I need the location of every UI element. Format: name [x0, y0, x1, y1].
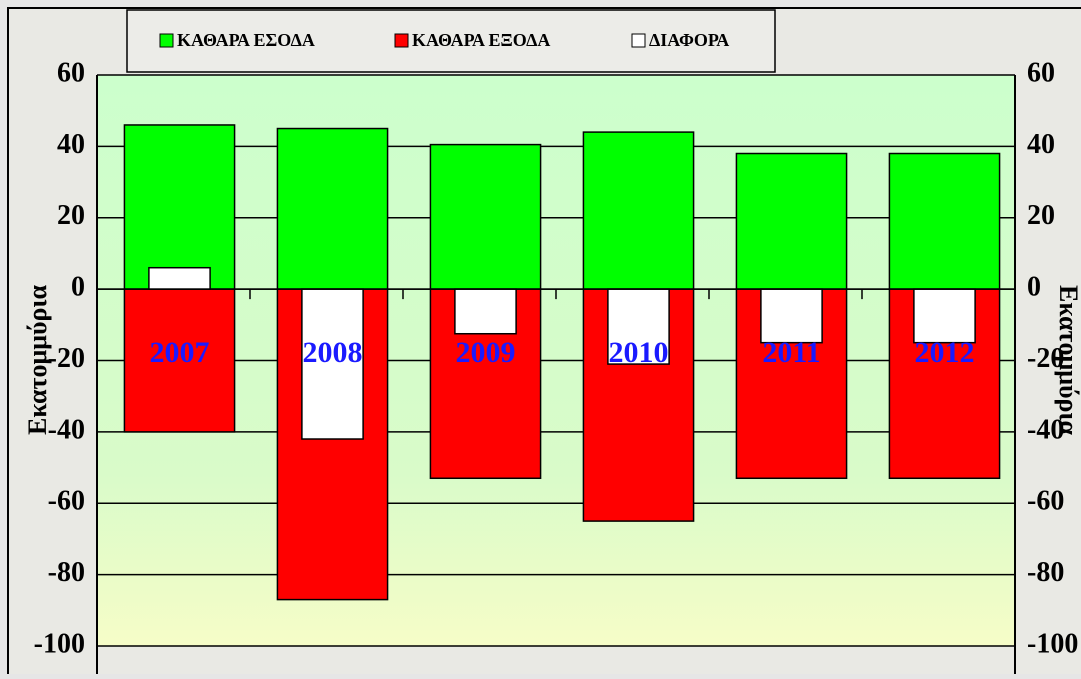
y-tick-label-right: 60 — [1027, 57, 1055, 88]
y-tick-label: -20 — [48, 343, 85, 374]
y-axis-label: Εκατομμύρια — [23, 285, 52, 435]
y-tick-label-right: -100 — [1027, 628, 1078, 659]
legend-swatch — [631, 33, 646, 48]
legend-label: ΚΑΘΑΡΑ ΕΞΟΔΑ — [412, 30, 550, 50]
x-tick-label: 2011 — [762, 336, 820, 369]
y-tick-label-right: -80 — [1027, 557, 1064, 588]
y-tick-label-right: 0 — [1027, 272, 1041, 303]
y-tick-label-right: -60 — [1027, 486, 1064, 517]
bar — [735, 152, 848, 290]
y-tick-label: 60 — [57, 57, 85, 88]
legend-label: ΚΑΘΑΡΑ ΕΣΟΔΑ — [177, 30, 315, 50]
legend-swatch — [159, 33, 174, 48]
bar — [760, 288, 823, 344]
legend-label: ΔΙΑΦΟΡΑ — [649, 30, 729, 50]
bar — [123, 288, 236, 433]
x-tick-label: 2012 — [915, 336, 975, 369]
bar — [913, 288, 976, 344]
bar — [454, 288, 517, 335]
y-tick-label: -40 — [48, 414, 85, 445]
x-tick-label: 2008 — [303, 336, 363, 369]
bar — [888, 152, 1001, 290]
y-tick-label: -80 — [48, 557, 85, 588]
x-tick-label: 2010 — [609, 336, 669, 369]
legend-swatch — [394, 33, 409, 48]
y-tick-label-right: 40 — [1027, 129, 1055, 160]
bar — [607, 288, 670, 365]
y-tick-label: 20 — [57, 200, 85, 231]
bar — [735, 288, 848, 480]
x-tick-label: 2007 — [150, 336, 210, 369]
bar — [123, 124, 236, 290]
y-tick-label: -100 — [34, 628, 85, 659]
y-tick-label-right: 20 — [1027, 200, 1055, 231]
y-tick-label: 40 — [57, 129, 85, 160]
x-tick-label: 2009 — [456, 336, 516, 369]
legend — [126, 9, 776, 73]
bar — [301, 288, 364, 440]
y-tick-label: 0 — [71, 272, 85, 303]
y-axis-label-right: Εκατομμύρια — [1054, 285, 1081, 435]
bar — [582, 131, 695, 290]
y-tick-label-right: -20 — [1027, 343, 1064, 374]
bar — [276, 127, 389, 290]
bar — [429, 143, 542, 290]
y-tick-label: -60 — [48, 486, 85, 517]
y-tick-label-right: -40 — [1027, 414, 1064, 445]
bar — [148, 266, 211, 290]
